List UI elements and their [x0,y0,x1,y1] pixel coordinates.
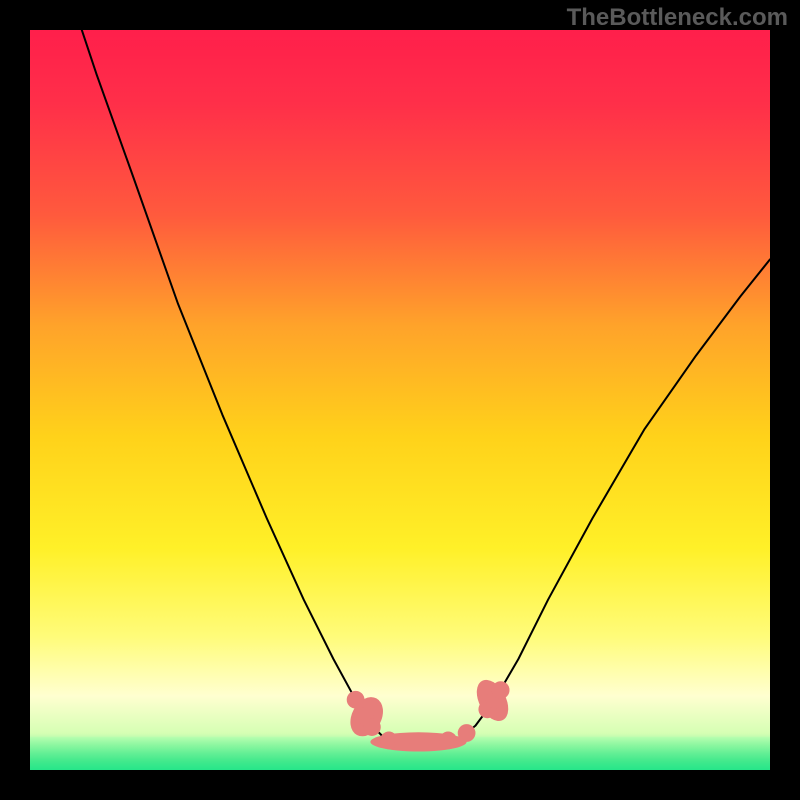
marker-dot [492,681,510,699]
gradient-background [30,30,770,770]
marker-dot [347,691,365,709]
marker-dot [439,732,457,750]
marker-dot [458,724,476,742]
marker-dot [363,718,381,736]
plot-svg [30,30,770,770]
plot-area [30,30,770,770]
brand-watermark: TheBottleneck.com [567,4,788,32]
